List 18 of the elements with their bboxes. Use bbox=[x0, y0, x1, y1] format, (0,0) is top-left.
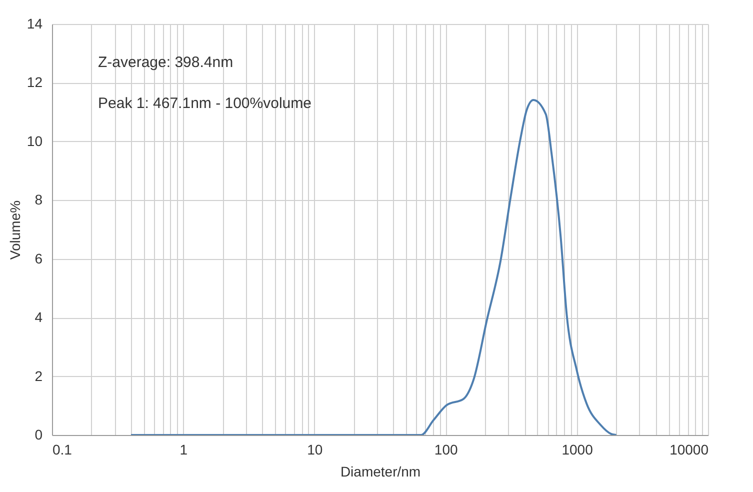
y-axis-title: Volume% bbox=[6, 200, 23, 260]
x-tick-label: 10 bbox=[307, 442, 323, 458]
x-tick-label: 0.1 bbox=[52, 442, 72, 458]
y-tick-label: 10 bbox=[26, 132, 43, 149]
annotation: Peak 1: 467.1nm - 100%volume bbox=[98, 95, 312, 112]
x-tick-label: 1000 bbox=[562, 442, 594, 458]
x-tick-label: 1 bbox=[180, 442, 188, 458]
x-axis-title: Diameter/nm bbox=[340, 464, 421, 480]
y-tick-label: 8 bbox=[34, 192, 43, 208]
y-tick-label: 4 bbox=[34, 309, 43, 326]
y-tick-label: 6 bbox=[34, 250, 43, 266]
annotation: Z-average: 398.4nm bbox=[98, 54, 234, 71]
y-tick-label: 14 bbox=[26, 16, 43, 32]
y-tick-label: 2 bbox=[34, 368, 43, 384]
x-tick-label: 10000 bbox=[670, 442, 709, 458]
y-tick-label: 12 bbox=[26, 74, 43, 90]
x-tick-label: 100 bbox=[434, 442, 458, 458]
y-tick-label: 0 bbox=[34, 426, 43, 442]
